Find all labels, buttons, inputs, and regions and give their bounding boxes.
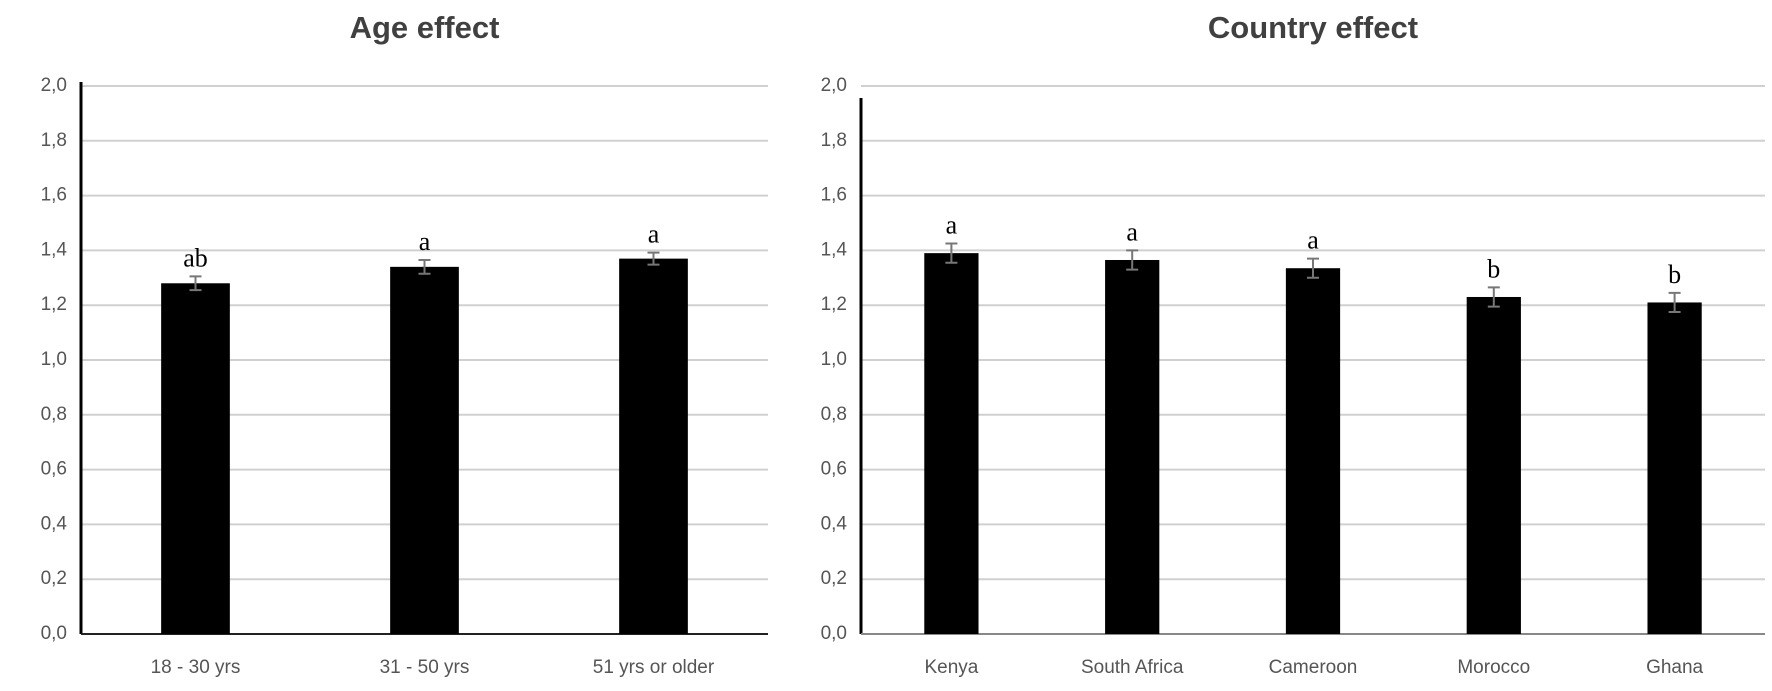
y-tick-label: 1,8 [41,130,67,151]
y-tick-label: 1,6 [41,185,67,206]
significance-letter: ab [183,243,208,272]
x-tick-label: Morocco [1457,657,1530,678]
error-bar [1487,286,1500,308]
significance-letter: a [1126,217,1138,246]
significance-letter: a [946,211,958,240]
bar [619,258,688,634]
y-tick-label: 0,2 [821,568,847,589]
error-bar [189,275,202,292]
y-tick-label: 0,4 [821,513,848,534]
error-bar [1126,249,1139,271]
y-tick-label: 2,0 [821,75,847,96]
bar [1647,302,1702,634]
y-tick-label: 1,4 [41,239,68,260]
y-tick-label: 0,6 [821,459,847,480]
significance-letter: b [1668,260,1681,289]
y-tick-label: 0,8 [821,404,847,425]
error-bar [1307,257,1319,279]
bar [1105,259,1160,634]
x-tick-label: 18 - 30 yrs [151,657,241,678]
y-tick-label: 1,8 [821,130,847,151]
y-tick-label: 0,8 [41,404,67,425]
significance-letter: a [1307,226,1319,255]
bar [161,283,230,634]
x-tick-label: 51 yrs or older [593,657,715,678]
significance-letter: a [419,227,431,256]
y-tick-label: 0,4 [41,513,68,534]
y-tick-label: 0,0 [821,623,847,644]
error-bar [647,251,660,266]
y-tick-label: 0,0 [41,623,67,644]
bar [1285,268,1341,634]
bar [1466,296,1521,634]
x-tick-label: Ghana [1646,657,1703,678]
error-bar [1668,291,1681,314]
y-tick-label: 2,0 [41,75,67,96]
x-tick-label: South Africa [1081,657,1184,678]
y-tick-label: 0,2 [41,568,67,589]
significance-letter: b [1487,254,1500,283]
y-tick-label: 1,0 [41,349,67,370]
error-bar [945,242,958,264]
y-tick-label: 1,2 [41,294,67,315]
y-tick-label: 1,2 [821,294,847,315]
error-bar [418,258,431,275]
bar [924,253,979,634]
significance-letter: a [648,220,660,249]
chart-title: Country effect [1208,10,1418,45]
y-tick-label: 1,0 [821,349,847,370]
y-tick-label: 1,6 [821,185,847,206]
bar [390,266,459,634]
x-tick-label: Kenya [924,657,978,678]
y-tick-label: 0,6 [41,459,67,480]
y-tick-label: 1,4 [821,239,848,260]
chart-title: Age effect [350,10,500,45]
x-tick-label: 31 - 50 yrs [380,657,470,678]
x-tick-label: Cameroon [1269,657,1358,678]
